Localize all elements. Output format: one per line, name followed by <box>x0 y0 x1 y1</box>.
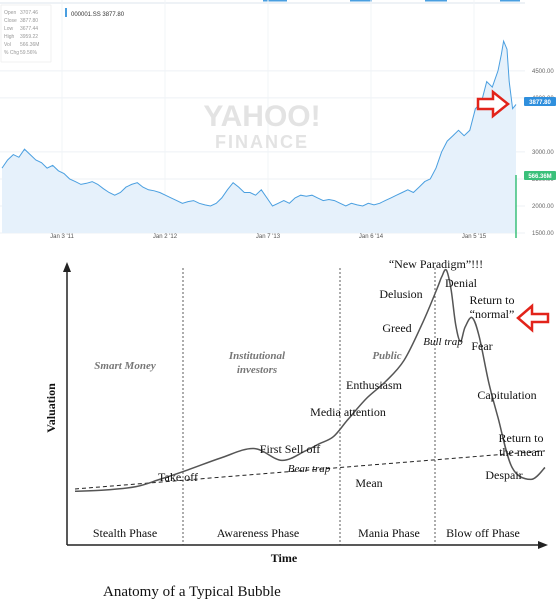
x-axis-arrow-icon <box>538 541 548 549</box>
phase-label: Blow off Phase <box>446 526 520 540</box>
bubble-diagram: Stealth Phase Awareness Phase Mania Phas… <box>44 257 550 600</box>
stat-label: Vol <box>4 42 11 48</box>
x-tick-label: Jan 3 '11 <box>50 234 74 240</box>
stat-label: % Chg <box>4 50 19 56</box>
annotation-bear-trap: Bear trap <box>288 463 331 475</box>
x-tick-label: Jan 5 '15 <box>462 234 487 240</box>
annotation-first-sell-off: First Sell off <box>260 442 320 456</box>
legend-swatch <box>65 8 67 17</box>
phase-label: Mania Phase <box>358 526 420 540</box>
yahoo-x-ticks: Jan 3 '11 Jan 2 '12 Jan 7 '13 Jan 6 '14 Jan … <box>50 234 487 240</box>
x-tick-label: Jan 6 '14 <box>359 234 384 240</box>
y-axis-title: Valuation <box>44 383 58 433</box>
annotation-bull-trap: Bull trap <box>423 336 463 348</box>
annotation-return-normal-2: “normal” <box>470 307 515 321</box>
volume-badge-box <box>524 171 556 180</box>
annotation-mean: Mean <box>355 476 382 490</box>
stat-value: 566.36M <box>20 42 39 48</box>
y-axis-arrow-icon <box>63 262 71 272</box>
x-axis-title: Time <box>271 551 298 565</box>
annotation-fear: Fear <box>471 339 492 353</box>
annotation-capitulation: Capitulation <box>477 388 536 402</box>
phase-label: Awareness Phase <box>217 526 300 540</box>
price-series-line <box>1 39 517 207</box>
bubble-curve <box>74 268 546 493</box>
stat-label: High <box>4 34 15 40</box>
phase-header: Smart Money <box>94 360 156 372</box>
stats-box-bg <box>0 4 52 63</box>
x-tick-label: Jan 7 '13 <box>256 234 281 240</box>
figure-caption: Anatomy of a Typical Bubble <box>103 584 281 600</box>
last-value-badge-box <box>524 97 556 106</box>
stat-value: 3877.80 <box>20 18 38 24</box>
phase-header: Institutional <box>228 350 286 362</box>
stat-label: Close <box>4 18 17 24</box>
phase-header: Public <box>372 350 401 362</box>
annotation-delusion: Delusion <box>379 287 422 301</box>
annotation-return-normal-1: Return to <box>470 293 515 307</box>
annotation-media-attention: Media attention <box>310 405 386 419</box>
volume-badge: 566.36M <box>524 171 556 180</box>
annotation-new-paradigm: “New Paradigm”!!! <box>389 257 483 271</box>
annotation-greed: Greed <box>382 321 411 335</box>
last-value-badge: 3877.80 <box>524 97 556 106</box>
phase-label: Stealth Phase <box>93 526 157 540</box>
last-value-text: 3877.80 <box>529 100 551 106</box>
y-tick-label: 1500.00 <box>532 231 554 237</box>
stat-value: 3959.22 <box>20 34 38 40</box>
annotation-enthusiasm: Enthusiasm <box>346 378 403 392</box>
phase-header: investors <box>237 364 277 376</box>
annotation-return-mean-2: the mean <box>499 445 543 459</box>
red-arrow-icon <box>516 303 550 333</box>
volume-text: 566.36M <box>528 174 551 180</box>
watermark-line-1: YAHOO! <box>203 100 320 133</box>
annotation-despair: Despair <box>485 468 522 482</box>
stat-label: Open <box>4 10 16 16</box>
stat-value: 59.56% <box>20 50 38 56</box>
mean-dashed-line <box>74 450 546 490</box>
red-arrow-icon <box>476 89 511 119</box>
y-tick-label: 2000.00 <box>532 204 554 210</box>
y-tick-label: 4500.00 <box>532 69 554 75</box>
watermark-line-2: FINANCE <box>215 132 309 152</box>
annotation-take-off: Take off <box>158 470 198 484</box>
yahoo-watermark: YAHOO! FINANCE <box>203 100 320 152</box>
x-tick-label: Jan 2 '12 <box>153 234 178 240</box>
stat-value: 3707.46 <box>20 10 38 16</box>
stat-value: 3677.44 <box>20 26 38 32</box>
annotation-return-mean-1: Return to <box>499 431 544 445</box>
yahoo-y-ticks: 4500.004000.003000.002500.002000.001500.… <box>532 69 554 237</box>
y-tick-label: 3000.00 <box>532 150 554 156</box>
legend-label: 000001.SS 3877.80 <box>71 12 125 18</box>
legend: 000001.SS 3877.80 <box>65 8 125 18</box>
stat-label: Low <box>4 26 14 32</box>
annotation-denial: Denial <box>445 276 478 290</box>
